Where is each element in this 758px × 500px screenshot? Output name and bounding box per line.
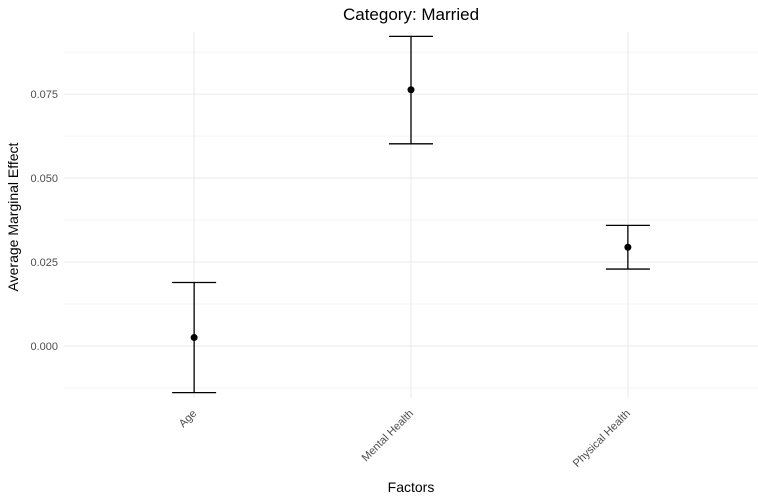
y-tick-labels: 0.000 0.025 0.050 0.075 bbox=[30, 89, 58, 353]
y-tick-label: 0.050 bbox=[30, 173, 58, 185]
estimate-point bbox=[190, 334, 198, 342]
y-tick-label: 0.075 bbox=[30, 89, 58, 101]
data-layer bbox=[172, 35, 650, 394]
x-tick-label: Mental Health bbox=[360, 408, 416, 464]
y-tick-label: 0.025 bbox=[30, 257, 58, 269]
x-tick-label: Physical Health bbox=[571, 408, 633, 470]
y-axis-title: Average Marginal Effect bbox=[5, 142, 21, 291]
chart-title: Category: Married bbox=[343, 5, 479, 24]
x-axis-title: Factors bbox=[388, 479, 435, 495]
estimate-point bbox=[624, 243, 632, 251]
x-tick-labels: Age Mental Health Physical Health bbox=[177, 408, 633, 470]
x-tick-label: Age bbox=[177, 408, 199, 430]
estimate-point bbox=[407, 86, 415, 94]
y-tick-label: 0.000 bbox=[30, 341, 58, 353]
